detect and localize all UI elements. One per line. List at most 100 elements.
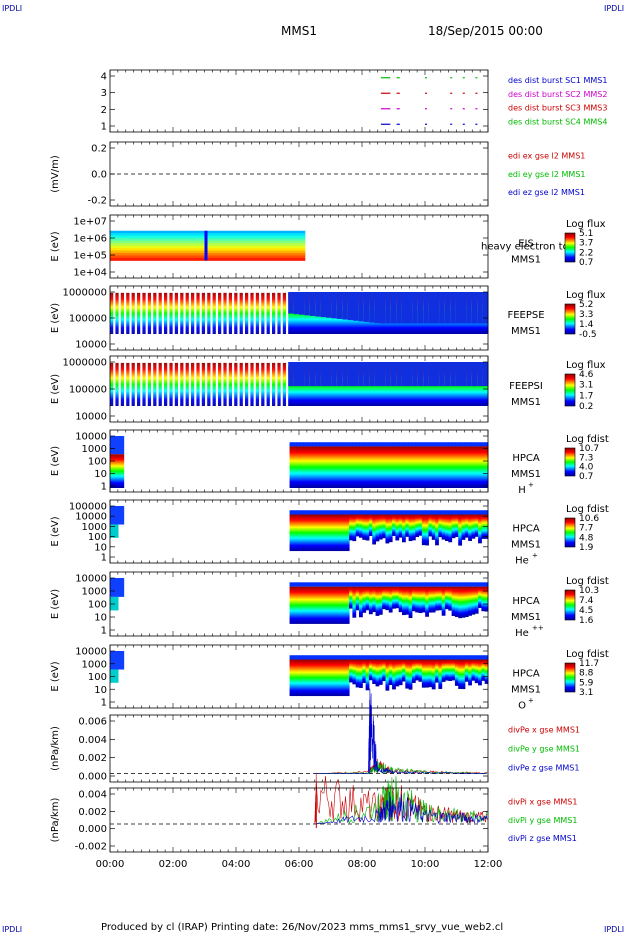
hpca-top-band [378,655,383,660]
hpca-top-band [445,582,449,587]
hpca-spectrum [335,446,340,488]
spectrogram-low-flux [342,362,349,387]
spectrogram-low-flux [320,362,327,387]
y-tick-label: 10 [94,542,107,553]
hpca-spectrum [289,514,294,552]
hpca-spectrum [342,446,347,488]
hpca-spectrum [438,586,443,611]
hpca-spectrum [395,446,400,488]
spectrogram-low-flux [482,292,489,324]
hpca-spectrum [461,659,466,690]
spectrogram-low-flux [455,292,462,324]
hpca-top-band [306,582,310,587]
spectrogram-column [234,292,238,334]
spectrogram-low-flux [342,292,349,320]
legend-entry: des dist burst SC3 MMS3 [508,104,607,113]
hpca-spectrum [378,446,383,488]
hpca-spectrum [335,659,340,697]
hpca-early-low [110,454,125,488]
spectrogram-column [207,292,211,334]
panel-burst-data [380,77,478,125]
hpca-top-band [425,510,429,515]
hpca-spectrum [289,586,294,624]
hpca-spectrum [474,514,479,537]
hpca-top-band [471,442,476,447]
hpca-spectrum [345,659,350,697]
hpca-top-band [335,510,340,515]
hpca-top-band [431,510,436,515]
hpca-spectrum [382,659,386,682]
hpca-top-band [329,442,334,447]
y-tick-label: 0.000 [78,824,107,835]
hpca-spectrum [319,446,324,488]
hpca-top-band [468,655,472,660]
y-tick-label: 1000 [82,444,107,455]
hpca-top-band [368,442,373,447]
hpca-top-band [451,510,456,515]
hpca-spectrum [335,514,340,552]
hpca-top-band [431,582,436,587]
spectrogram-low-flux [288,292,295,314]
hpca-spectrum [471,659,476,681]
hpca-top-band [375,655,380,660]
hpca-spectrum [319,586,324,624]
y-tick-label: 0.000 [78,772,107,783]
hpca-top-band [365,442,370,447]
hpca-spectrum [428,514,433,537]
series-2 [314,791,488,825]
hpca-top-band [352,655,357,660]
hpca-top-band [349,655,353,660]
spacecraft-label: MMS1 [511,326,541,337]
hpca-top-band [292,442,297,447]
hpca-spectrum [431,586,436,613]
hpca-top-band [319,582,324,587]
colorbar-tick-label: 3.7 [579,239,593,249]
hpca-spectrum [454,586,459,617]
hpca-spectrum [435,446,439,488]
hpca-spectrum [316,659,320,697]
spectrogram-low-flux [347,292,354,321]
y-axis-label: (mV/m) [50,155,61,193]
hpca-spectrum [431,514,436,540]
hpca-spectrum [368,514,373,536]
hpca-top-band [332,510,337,515]
y-axis-label: E (eV) [50,303,61,333]
hpca-top-band [471,655,476,660]
y-tick-label: 0.004 [78,790,107,801]
hpca-spectrum [428,586,433,613]
hpca-spectrum [316,514,320,552]
spectrogram-column [255,362,260,406]
hpca-spectrum [392,514,396,536]
hpca-top-band [395,582,400,587]
spectrogram-column [191,292,195,334]
colorbar-title: Log fdist [566,576,609,587]
hpca-top-band [484,655,489,660]
hpca-top-band [438,655,443,660]
spectrogram-low-flux [358,362,365,387]
hpca-top-band [382,442,386,447]
spectrogram-column [245,362,249,406]
hpca-top-band [398,582,403,587]
hpca-top-band [451,582,456,587]
hpca-top-band [339,582,343,587]
spectrogram-column [180,362,184,406]
colorbar-tick-label: 1.9 [579,543,594,553]
hpca-spectrum [398,659,403,686]
hpca-top-band [342,582,347,587]
hpca-top-band [355,582,360,587]
spectrogram-column [223,362,227,406]
hpca-top-band [484,442,489,447]
hpca-spectrum [312,514,317,552]
y-tick-label: 100 [88,600,107,611]
hpca-spectrum [464,659,469,682]
spectrogram-low-flux [385,292,392,324]
colorbar-tick-label: -0.5 [579,330,597,340]
hpca-top-band [445,655,449,660]
spectrogram-low-flux [320,292,327,318]
spectrogram-low-flux [309,292,316,316]
spectrogram-low-flux [374,362,381,387]
y-tick-label: 10000 [75,412,107,423]
hpca-spectrum [322,514,327,552]
hpca-spectrum [322,446,327,488]
